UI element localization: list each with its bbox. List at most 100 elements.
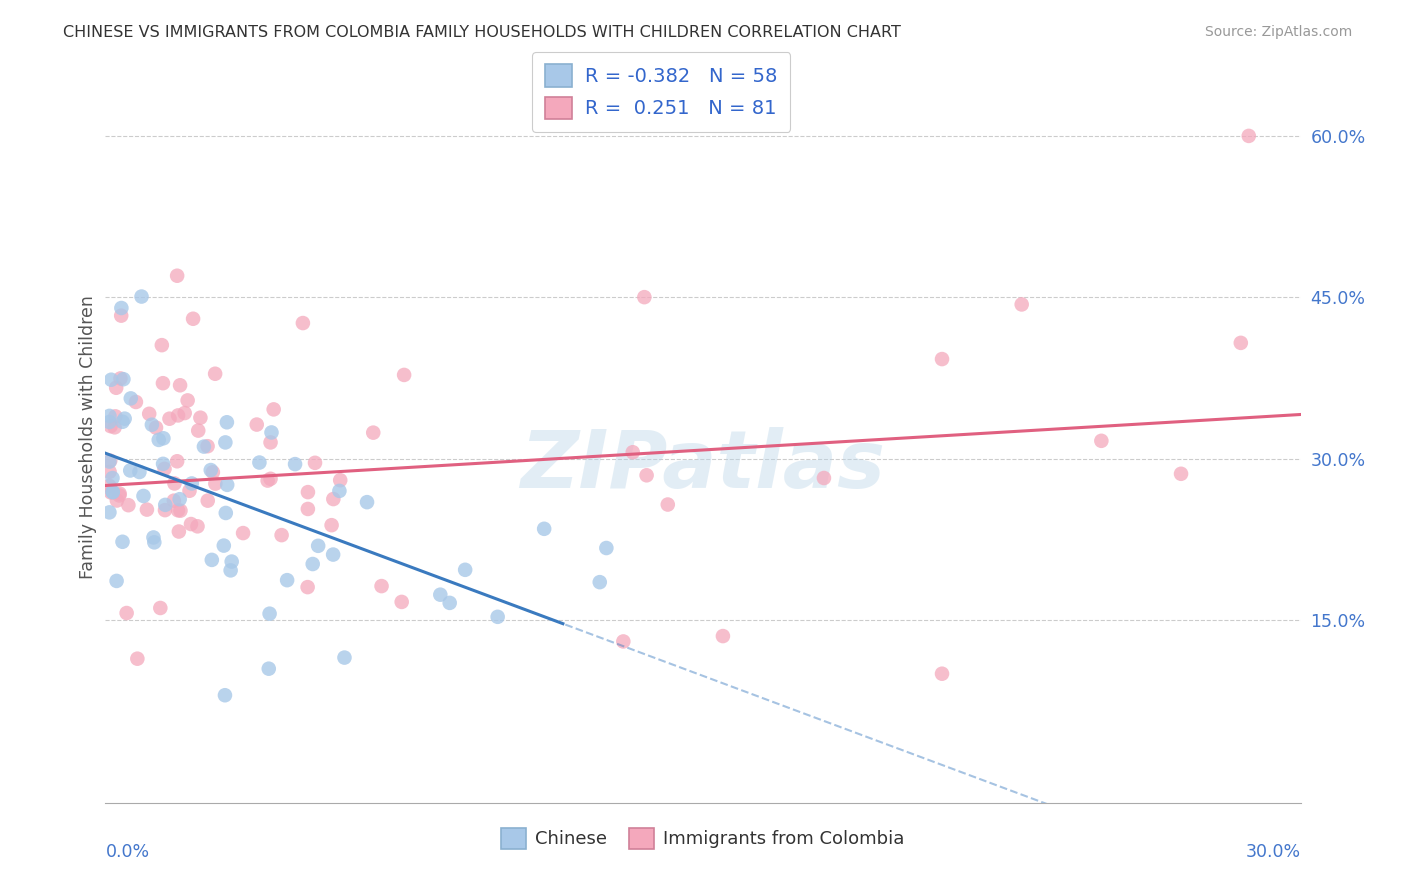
- Point: [813, 471, 835, 485]
- Point: [169, 492, 191, 507]
- Text: CHINESE VS IMMIGRANTS FROM COLOMBIA FAMILY HOUSEHOLDS WITH CHILDREN CORRELATION : CHINESE VS IMMIGRANTS FROM COLOMBIA FAMI…: [63, 25, 901, 40]
- Text: ZIPatlas: ZIPatlas: [520, 427, 886, 506]
- Point: [321, 518, 343, 533]
- Point: [284, 457, 307, 471]
- Point: [153, 462, 176, 476]
- Point: [132, 489, 155, 503]
- Point: [98, 479, 121, 493]
- Point: [110, 309, 132, 323]
- Point: [98, 505, 121, 519]
- Point: [263, 402, 285, 417]
- Text: 0.0%: 0.0%: [105, 843, 149, 861]
- Point: [200, 463, 222, 477]
- Point: [259, 607, 281, 621]
- Point: [131, 289, 153, 303]
- Text: 30.0%: 30.0%: [1246, 843, 1301, 861]
- Point: [180, 516, 202, 531]
- Point: [159, 411, 181, 425]
- Point: [108, 486, 131, 500]
- Point: [98, 465, 121, 479]
- Point: [186, 519, 208, 533]
- Point: [270, 528, 292, 542]
- Point: [150, 338, 173, 352]
- Point: [117, 498, 139, 512]
- Point: [197, 439, 219, 453]
- Point: [167, 524, 190, 539]
- Point: [155, 498, 177, 512]
- Point: [249, 456, 271, 470]
- Point: [391, 595, 413, 609]
- Point: [259, 472, 281, 486]
- Point: [361, 425, 384, 440]
- Point: [169, 503, 191, 517]
- Point: [307, 539, 329, 553]
- Point: [120, 392, 142, 406]
- Point: [115, 606, 138, 620]
- Point: [149, 601, 172, 615]
- Point: [98, 453, 121, 467]
- Point: [256, 474, 278, 488]
- Point: [636, 468, 658, 483]
- Point: [215, 415, 238, 429]
- Y-axis label: Family Households with Children: Family Households with Children: [79, 295, 97, 579]
- Point: [193, 440, 215, 454]
- Point: [1090, 434, 1112, 448]
- Point: [232, 526, 254, 541]
- Point: [100, 419, 122, 434]
- Point: [217, 478, 239, 492]
- Point: [153, 503, 176, 517]
- Point: [128, 465, 150, 479]
- Point: [105, 381, 128, 395]
- Point: [333, 650, 356, 665]
- Point: [322, 548, 344, 562]
- Point: [167, 409, 190, 423]
- Point: [180, 476, 202, 491]
- Point: [711, 629, 734, 643]
- Point: [152, 376, 174, 391]
- Point: [101, 471, 124, 485]
- Point: [112, 372, 135, 386]
- Point: [179, 483, 201, 498]
- Point: [595, 541, 617, 555]
- Point: [429, 588, 451, 602]
- Point: [621, 445, 644, 459]
- Point: [533, 522, 555, 536]
- Point: [190, 410, 212, 425]
- Point: [114, 411, 136, 425]
- Point: [201, 465, 224, 479]
- Point: [612, 634, 634, 648]
- Point: [204, 476, 226, 491]
- Point: [98, 455, 121, 469]
- Point: [104, 409, 127, 424]
- Point: [219, 563, 242, 577]
- Point: [101, 485, 124, 500]
- Point: [276, 573, 298, 587]
- Point: [163, 493, 186, 508]
- Point: [111, 534, 134, 549]
- Legend: Chinese, Immigrants from Colombia: Chinese, Immigrants from Colombia: [494, 821, 912, 856]
- Point: [370, 579, 392, 593]
- Point: [110, 301, 132, 315]
- Point: [110, 371, 132, 385]
- Point: [104, 420, 127, 434]
- Point: [197, 493, 219, 508]
- Point: [120, 463, 142, 477]
- Point: [931, 352, 953, 367]
- Point: [329, 473, 352, 487]
- Point: [257, 662, 280, 676]
- Point: [214, 688, 236, 702]
- Point: [181, 311, 204, 326]
- Point: [127, 651, 149, 665]
- Point: [221, 555, 243, 569]
- Point: [301, 557, 323, 571]
- Point: [439, 596, 461, 610]
- Point: [215, 506, 238, 520]
- Point: [101, 485, 124, 500]
- Point: [166, 268, 188, 283]
- Point: [454, 563, 477, 577]
- Point: [187, 424, 209, 438]
- Point: [322, 491, 344, 506]
- Point: [125, 395, 148, 409]
- Point: [291, 316, 314, 330]
- Point: [1011, 297, 1033, 311]
